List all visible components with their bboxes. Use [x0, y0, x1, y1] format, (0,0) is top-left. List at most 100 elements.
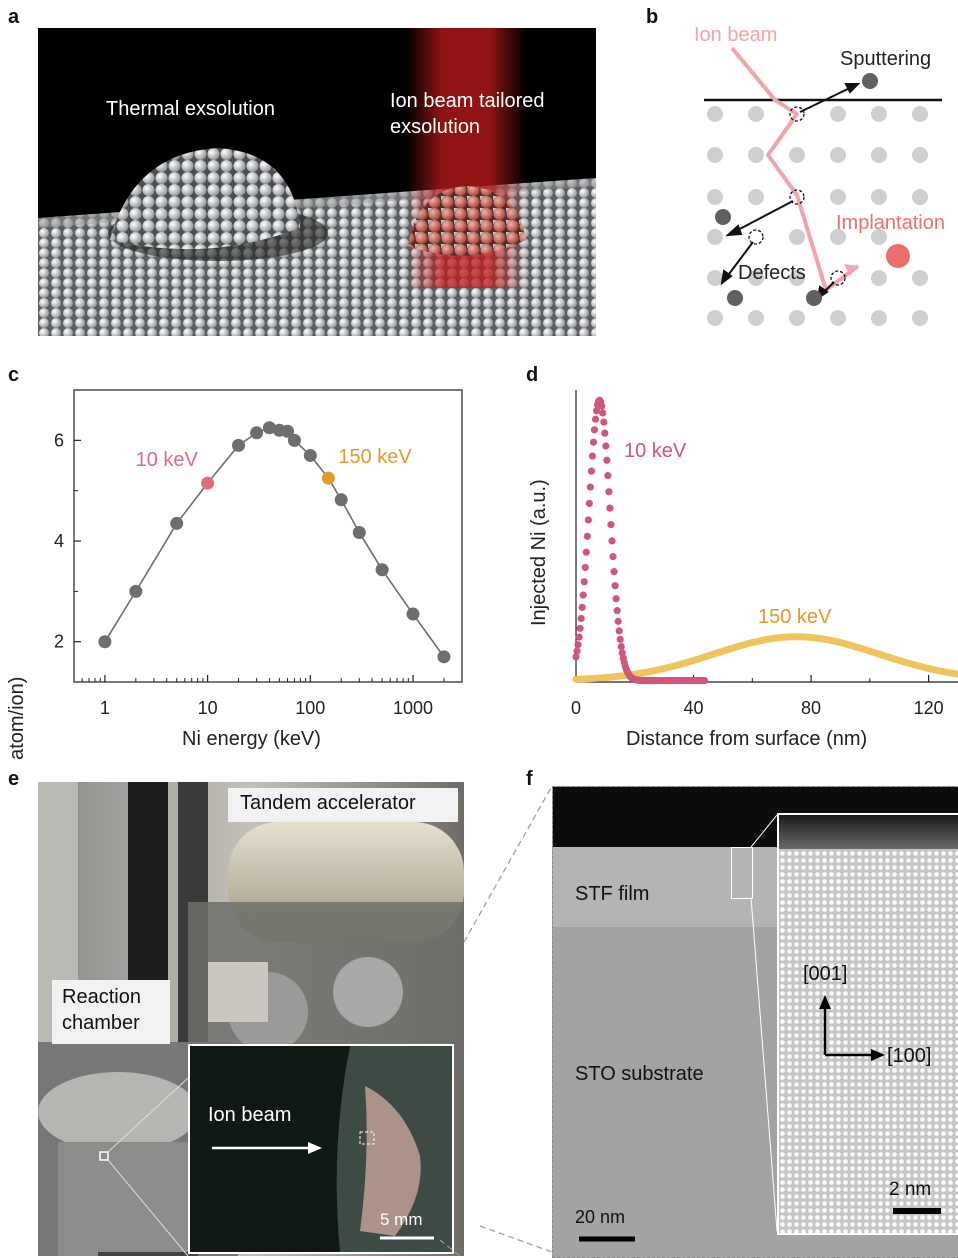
- x-tick-label: 1: [100, 698, 110, 718]
- point-10kev: [611, 582, 619, 590]
- defects-label: Defects: [738, 262, 806, 284]
- point-10kev: [572, 653, 580, 661]
- highlight-point: [201, 476, 215, 490]
- data-point: [303, 448, 317, 462]
- point-10kev: [585, 499, 593, 508]
- point-10kev: [617, 643, 625, 651]
- point-10kev: [590, 426, 599, 434]
- point-10kev: [582, 548, 590, 556]
- data-point: [334, 493, 348, 507]
- panel-label-a: a: [8, 6, 20, 28]
- point-150kev: [954, 670, 958, 678]
- exsolution-illustration: [38, 28, 596, 336]
- point-10kev: [616, 635, 624, 643]
- reaction-chamber-label-2: chamber: [62, 1012, 140, 1034]
- series-label-150kev: 150 keV: [758, 606, 832, 628]
- implantation-label: Implantation: [836, 212, 945, 234]
- point-10kev: [603, 456, 611, 464]
- highlight-label-150kev: 150 keV: [338, 446, 412, 469]
- x-axis-label: Ni energy (keV): [182, 728, 321, 750]
- data-point: [406, 607, 420, 621]
- panel-e-photo: Tandem accelerator Reaction chamber Ion …: [38, 782, 464, 1256]
- point-10kev: [618, 649, 626, 657]
- x-tick-label: 0: [571, 698, 581, 718]
- point-10kev: [607, 521, 615, 529]
- data-point: [287, 433, 301, 447]
- x-tick-label: 1000: [393, 698, 433, 718]
- point-10kev: [580, 578, 588, 586]
- point-10kev: [584, 516, 592, 524]
- point-10kev: [586, 483, 594, 491]
- sputtering-label: Sputtering: [840, 48, 932, 70]
- point-10kev: [604, 472, 612, 480]
- direction-001-label: [001]: [803, 963, 848, 985]
- x-tick-label: 40: [684, 698, 704, 718]
- x-tick-label: 100: [295, 698, 325, 718]
- recoil-arrows: [720, 83, 861, 301]
- data-point: [375, 563, 389, 577]
- reaction-chamber-label-1: Reaction: [62, 986, 141, 1008]
- point-10kev: [606, 504, 614, 512]
- point-10kev: [601, 429, 609, 437]
- panel-label-b: b: [646, 6, 659, 28]
- atomic-resolution-inset: [001] [100] 2 nm: [777, 813, 958, 1235]
- thermal-particle: [110, 148, 300, 250]
- stf-film-label: STF film: [575, 883, 650, 905]
- panel-c-chart: 1 10 100 1000 2 4 6 Ni energy (keV) Sputtering…: [0, 380, 480, 760]
- point-10kev: [579, 591, 587, 599]
- injected-ni-profile-chart: 0 40 80 120: [571, 390, 958, 718]
- inset-scale-label: 2 nm: [889, 1179, 932, 1200]
- panel-label-d: d: [526, 364, 539, 386]
- series-label-10kev: 10 keV: [624, 440, 687, 462]
- panel-f-tem: STF film STO substrate 20 nm [001] [100]…: [552, 786, 958, 1258]
- x-tick-label: 80: [801, 698, 821, 718]
- data-point: [437, 650, 451, 664]
- ion-interaction-schematic: [704, 46, 942, 326]
- point-10kev: [700, 676, 709, 685]
- lattice-atoms: [707, 106, 928, 326]
- point-10kev: [573, 647, 581, 655]
- ion-beam-tailored-label-2: exsolution: [390, 116, 481, 138]
- point-10kev: [614, 617, 622, 625]
- y-axis-label: Sputtering yield (atom/ion): [6, 677, 29, 760]
- displaced-atoms: [715, 73, 878, 306]
- point-10kev: [605, 488, 613, 496]
- tandem-accelerator-label: Tandem accelerator: [240, 792, 416, 814]
- data-point: [352, 525, 366, 539]
- y-tick-label: 6: [54, 430, 64, 450]
- point-10kev: [576, 624, 584, 632]
- data-point: [281, 424, 295, 438]
- ion-tailored-particle: [408, 186, 526, 256]
- data-point: [250, 426, 264, 440]
- panel-b-schematic: Ion beam Sputtering Implantation Defects: [640, 20, 958, 340]
- point-10kev: [581, 563, 589, 572]
- data-point: [232, 438, 246, 452]
- point-10kev: [575, 633, 583, 641]
- panel-label-e: e: [8, 768, 20, 790]
- ion-trajectory: [730, 46, 860, 292]
- point-10kev: [602, 442, 610, 450]
- point-10kev: [599, 409, 607, 417]
- vacancies: [748, 106, 846, 286]
- thermal-exsolution-label: Thermal exsolution: [106, 98, 275, 120]
- plot-frame: [73, 389, 463, 683]
- panel-label-f: f: [526, 768, 533, 790]
- main-scale-label: 20 nm: [575, 1207, 626, 1227]
- point-10kev: [613, 607, 621, 615]
- data-point: [129, 584, 143, 598]
- data-point: [98, 635, 112, 649]
- highlight-label-10kev: 10 keV: [135, 449, 198, 472]
- ion-beam-label: Ion beam: [694, 24, 778, 46]
- y-tick-label: 2: [54, 632, 64, 652]
- panel-a-rendering: Thermal exsolution Ion beam tailored exs…: [38, 28, 596, 336]
- point-10kev: [578, 603, 586, 611]
- point-10kev: [612, 595, 620, 603]
- connector-lines: [440, 785, 553, 1256]
- x-axis-label: Distance from surface (nm): [626, 728, 868, 750]
- panel-label-c: c: [8, 364, 20, 386]
- point-10kev: [592, 407, 601, 415]
- point-10kev: [598, 402, 606, 410]
- data-point: [262, 421, 276, 435]
- reaction-chamber: [38, 1072, 198, 1152]
- data-point: [170, 516, 184, 530]
